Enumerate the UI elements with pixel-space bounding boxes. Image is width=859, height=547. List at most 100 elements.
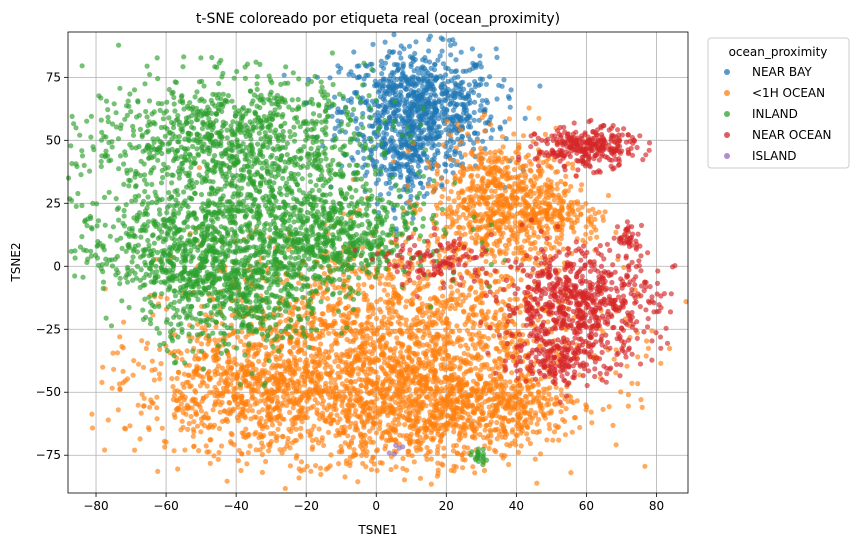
scatter-point: [439, 193, 445, 200]
scatter-point: [376, 210, 382, 216]
scatter-point: [143, 345, 149, 351]
scatter-point: [486, 445, 492, 452]
scatter-point: [361, 76, 367, 82]
scatter-point: [420, 402, 426, 408]
scatter-point: [525, 436, 531, 442]
scatter-point: [588, 409, 594, 415]
scatter-point: [174, 375, 180, 381]
scatter-point: [414, 93, 420, 100]
scatter-point: [278, 371, 284, 377]
scatter-point: [383, 437, 389, 443]
scatter-point: [482, 211, 488, 217]
scatter-point: [460, 79, 466, 85]
scatter-point: [512, 349, 518, 355]
scatter-point: [434, 75, 440, 81]
scatter-point: [465, 368, 471, 374]
scatter-point: [467, 219, 473, 225]
scatter-point: [501, 312, 507, 318]
scatter-point: [638, 397, 644, 403]
scatter-point: [417, 136, 423, 142]
scatter-point: [370, 41, 376, 48]
scatter-point: [559, 204, 565, 211]
scatter-point: [404, 329, 410, 335]
scatter-point: [256, 358, 262, 364]
scatter-point: [367, 61, 373, 67]
scatter-point: [234, 376, 240, 382]
scatter-point: [488, 122, 494, 128]
scatter-point: [360, 290, 367, 296]
scatter-point: [472, 99, 478, 105]
scatter-point: [117, 386, 123, 392]
scatter-point: [426, 125, 432, 131]
scatter-point: [403, 110, 409, 116]
scatter-point: [457, 150, 463, 156]
scatter-point: [528, 161, 534, 167]
scatter-point: [188, 413, 194, 420]
scatter-point: [205, 425, 211, 431]
scatter-point: [470, 65, 476, 71]
scatter-point: [485, 309, 491, 315]
scatter-point: [332, 395, 338, 401]
scatter-point: [505, 219, 511, 225]
scatter-point: [430, 437, 436, 443]
scatter-point: [393, 150, 400, 156]
scatter-point: [412, 50, 418, 57]
scatter-point: [302, 359, 308, 365]
scatter-point: [386, 310, 392, 316]
scatter-point: [182, 447, 188, 453]
scatter-point: [170, 384, 176, 390]
scatter-point: [550, 192, 556, 198]
scatter-point: [290, 372, 296, 378]
scatter-point: [569, 220, 575, 226]
scatter-point: [105, 417, 111, 423]
scatter-point: [349, 155, 355, 161]
scatter-point: [321, 271, 327, 277]
scatter-point: [324, 407, 330, 413]
scatter-point: [120, 368, 126, 374]
scatter-point: [216, 380, 222, 386]
scatter-point: [452, 94, 458, 100]
scatter-point: [384, 320, 390, 326]
scatter-point: [476, 218, 482, 224]
scatter-point: [425, 281, 431, 287]
scatter-point: [470, 324, 476, 330]
scatter-point: [546, 203, 553, 209]
scatter-point: [286, 358, 292, 364]
scatter-point: [403, 317, 409, 323]
scatter-point: [471, 201, 478, 207]
scatter-point: [301, 304, 307, 311]
scatter-point: [140, 364, 147, 370]
scatter-point: [536, 115, 542, 121]
scatter-point: [275, 426, 281, 432]
scatter-point: [210, 407, 216, 413]
scatter-point: [529, 212, 535, 218]
scatter-point: [509, 370, 515, 376]
scatter-point: [342, 474, 348, 480]
scatter-point: [439, 104, 445, 110]
scatter-point: [339, 381, 345, 387]
scatter-point: [384, 54, 390, 61]
scatter-point: [355, 355, 361, 361]
scatter-point: [443, 298, 449, 304]
scatter-point: [378, 309, 384, 315]
scatter-point: [408, 63, 414, 70]
scatter-point: [427, 176, 433, 182]
scatter-point: [494, 419, 500, 426]
scatter-point: [458, 393, 464, 400]
scatter-point: [272, 365, 278, 371]
scatter-point: [212, 371, 218, 378]
scatter-point: [305, 369, 311, 375]
scatter-point: [297, 357, 303, 363]
scatter-point: [329, 343, 335, 349]
scatter-point: [243, 426, 249, 432]
scatter-point: [193, 409, 199, 415]
scatter-point: [561, 189, 567, 195]
scatter-point: [578, 211, 584, 217]
scatter-point: [288, 398, 294, 404]
scatter-point: [361, 155, 367, 161]
scatter-point: [179, 392, 185, 398]
scatter-point: [481, 334, 487, 340]
scatter-point: [386, 191, 392, 197]
scatter-point: [390, 153, 396, 159]
scatter-point: [157, 376, 163, 382]
